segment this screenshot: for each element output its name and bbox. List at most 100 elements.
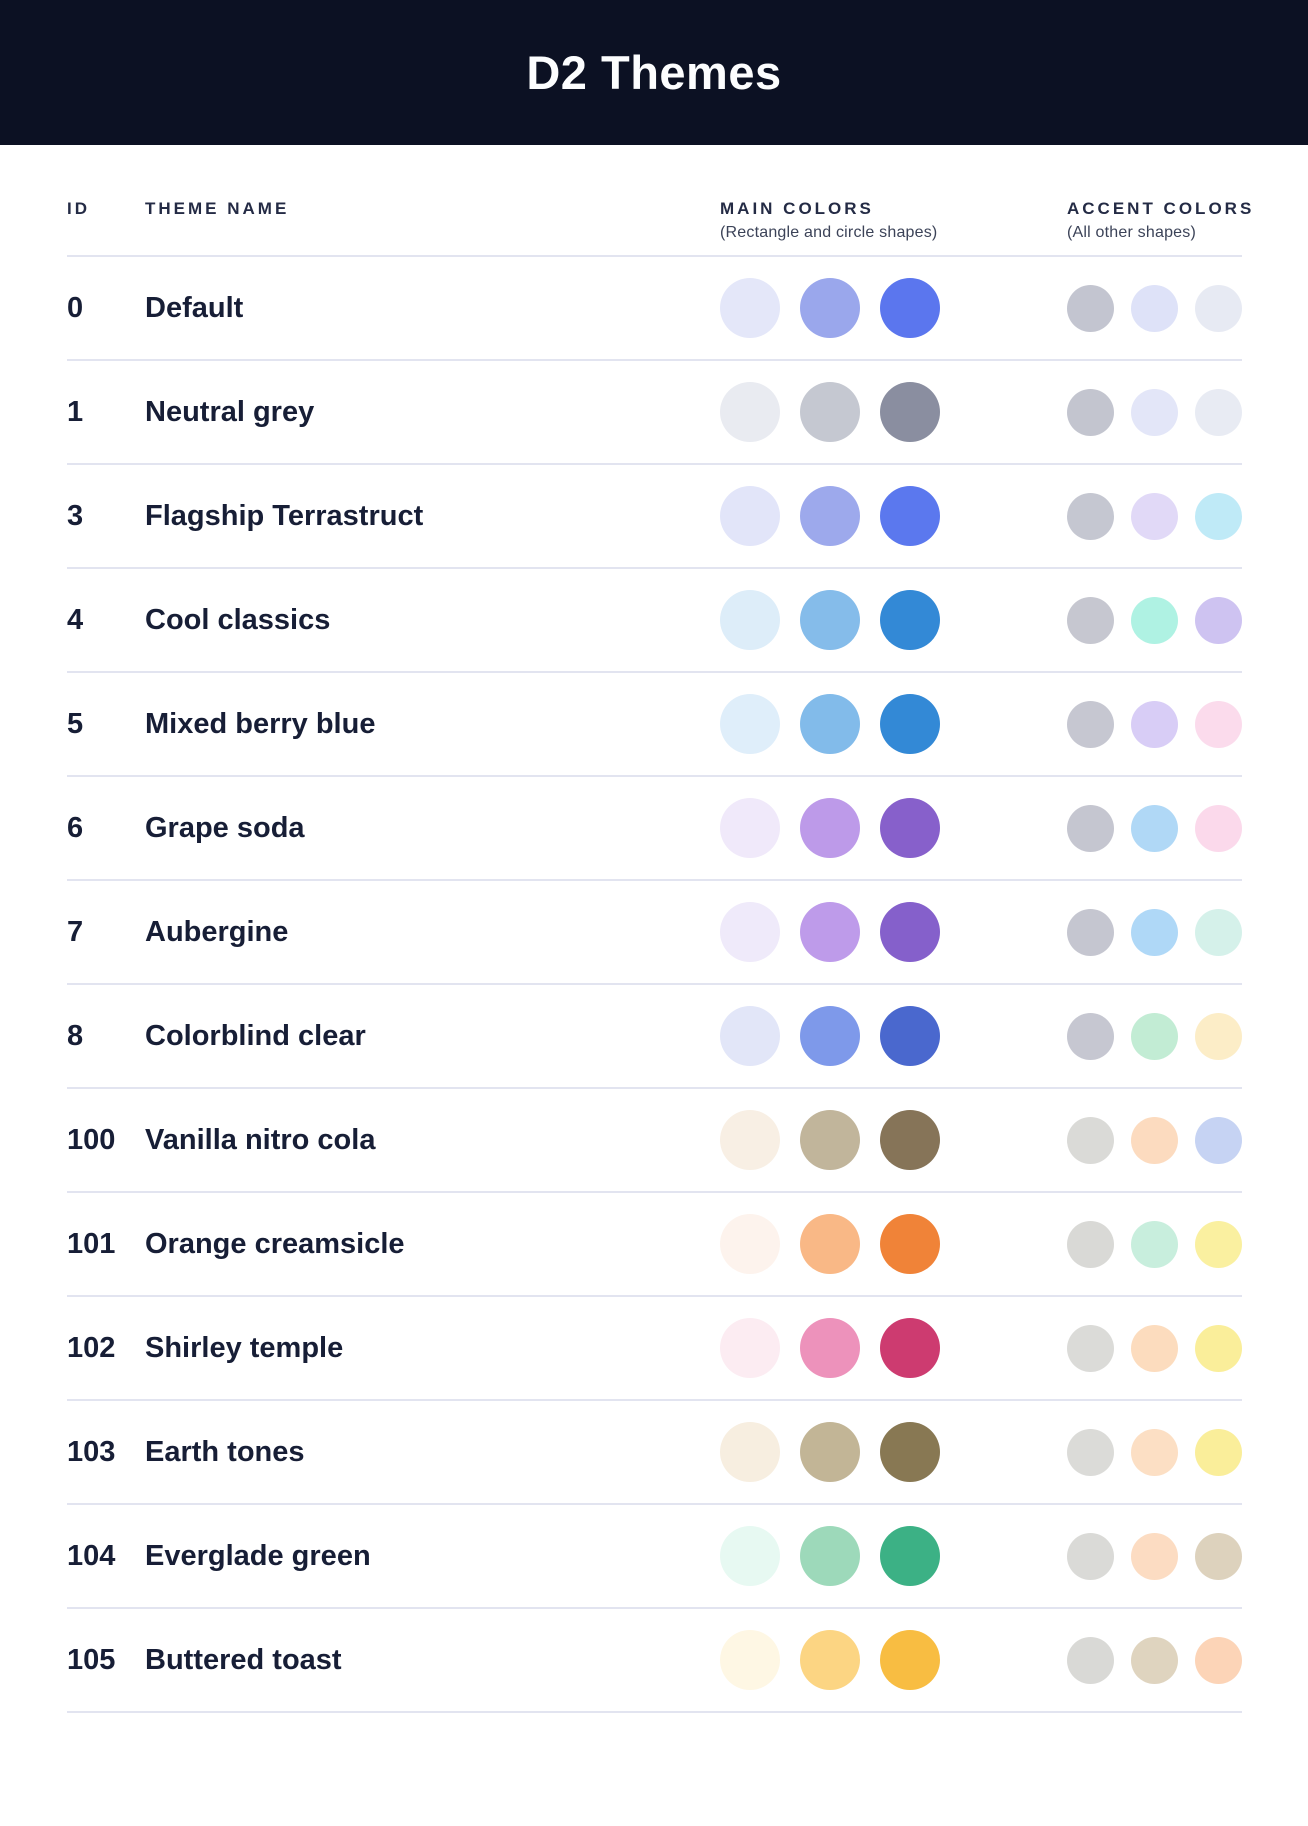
theme-name: Aubergine (145, 915, 289, 948)
table-row: 102 Shirley temple (67, 1297, 1242, 1401)
main-color-swatch (800, 1526, 860, 1586)
table-row: 3 Flagship Terrastruct (67, 465, 1242, 569)
main-color-swatch (880, 1214, 940, 1274)
accent-color-swatch (1067, 1532, 1114, 1580)
accent-colors-swatches (1067, 1428, 1242, 1476)
accent-colors-swatches (1067, 1012, 1242, 1060)
main-color-swatch (800, 1630, 860, 1690)
accent-color-swatch (1195, 596, 1242, 644)
main-color-swatch (800, 486, 860, 546)
main-color-swatch (800, 1422, 860, 1482)
main-colors-swatches (720, 1630, 1067, 1690)
theme-name: Everglade green (145, 1539, 371, 1572)
accent-color-swatch (1195, 700, 1242, 748)
main-color-swatch (880, 486, 940, 546)
accent-color-swatch (1195, 1428, 1242, 1476)
accent-colors-swatches (1067, 388, 1242, 436)
accent-color-swatch (1131, 700, 1178, 748)
theme-name: Vanilla nitro cola (145, 1123, 376, 1156)
accent-color-swatch (1067, 1012, 1114, 1060)
accent-colors-label: ACCENT COLORS (1067, 199, 1255, 218)
main-color-swatch (720, 590, 780, 650)
accent-colors-swatches (1067, 804, 1242, 852)
main-color-swatch (800, 1006, 860, 1066)
theme-name: Orange creamsicle (145, 1227, 405, 1260)
main-color-swatch (720, 1526, 780, 1586)
main-color-swatch (720, 1422, 780, 1482)
accent-color-swatch (1131, 1012, 1178, 1060)
accent-color-swatch (1131, 804, 1178, 852)
accent-color-swatch (1067, 1324, 1114, 1372)
table-row: 4 Cool classics (67, 569, 1242, 673)
accent-color-swatch (1131, 596, 1178, 644)
page-title: D2 Themes (526, 46, 782, 99)
main-color-swatch (880, 902, 940, 962)
table-row: 105 Buttered toast (67, 1609, 1242, 1713)
accent-color-swatch (1067, 804, 1114, 852)
main-color-swatch (800, 694, 860, 754)
theme-id: 100 (67, 1123, 116, 1156)
main-colors-swatches (720, 1422, 1067, 1482)
accent-color-swatch (1131, 1324, 1178, 1372)
main-color-swatch (880, 278, 940, 338)
accent-colors-swatches (1067, 492, 1242, 540)
main-color-swatch (800, 1110, 860, 1170)
main-color-swatch (800, 382, 860, 442)
table-row: 100 Vanilla nitro cola (67, 1089, 1242, 1193)
accent-colors-swatches (1067, 284, 1242, 332)
theme-id: 4 (67, 603, 84, 636)
accent-color-swatch (1131, 1428, 1178, 1476)
main-colors-sublabel: (Rectangle and circle shapes) (720, 224, 938, 241)
main-color-swatch (880, 1630, 940, 1690)
accent-color-swatch (1195, 1532, 1242, 1580)
main-colors-swatches (720, 590, 1067, 650)
main-color-swatch (880, 590, 940, 650)
table-row: 6 Grape soda (67, 777, 1242, 881)
accent-color-swatch (1195, 492, 1242, 540)
main-color-swatch (800, 590, 860, 650)
theme-name: Shirley temple (145, 1331, 344, 1364)
main-color-swatch (880, 694, 940, 754)
table-row: 7 Aubergine (67, 881, 1242, 985)
accent-color-swatch (1195, 1116, 1242, 1164)
main-colors-swatches (720, 902, 1067, 962)
main-colors-swatches (720, 1318, 1067, 1378)
main-color-swatch (720, 1214, 780, 1274)
main-color-swatch (720, 1006, 780, 1066)
main-color-swatch (800, 798, 860, 858)
main-color-swatch (720, 902, 780, 962)
accent-color-swatch (1131, 492, 1178, 540)
theme-name: Earth tones (145, 1435, 305, 1468)
main-color-swatch (800, 1214, 860, 1274)
main-color-swatch (880, 1006, 940, 1066)
main-color-swatch (800, 278, 860, 338)
main-colors-swatches (720, 486, 1067, 546)
accent-color-swatch (1067, 284, 1114, 332)
accent-color-swatch (1195, 1636, 1242, 1684)
theme-name: Colorblind clear (145, 1019, 366, 1052)
main-color-swatch (720, 278, 780, 338)
accent-color-swatch (1067, 700, 1114, 748)
main-colors-swatches (720, 798, 1067, 858)
accent-color-swatch (1131, 908, 1178, 956)
theme-name: Flagship Terrastruct (145, 499, 424, 532)
accent-color-swatch (1067, 388, 1114, 436)
table-row: 0 Default (67, 257, 1242, 361)
accent-colors-swatches (1067, 700, 1242, 748)
main-color-swatch (880, 1318, 940, 1378)
theme-id: 105 (67, 1643, 116, 1676)
accent-colors-swatches (1067, 1220, 1242, 1268)
accent-color-swatch (1067, 1116, 1114, 1164)
table-row: 104 Everglade green (67, 1505, 1242, 1609)
main-color-swatch (720, 382, 780, 442)
accent-color-swatch (1195, 1324, 1242, 1372)
main-colors-swatches (720, 1110, 1067, 1170)
accent-color-swatch (1131, 1116, 1178, 1164)
accent-colors-sublabel: (All other shapes) (1067, 224, 1196, 241)
main-color-swatch (720, 694, 780, 754)
theme-name: Neutral grey (145, 395, 315, 428)
accent-color-swatch (1131, 1636, 1178, 1684)
accent-color-swatch (1195, 1220, 1242, 1268)
themes-table: ID THEME NAME MAIN COLORS (Rectangle and… (0, 145, 1308, 1713)
accent-color-swatch (1067, 1220, 1114, 1268)
